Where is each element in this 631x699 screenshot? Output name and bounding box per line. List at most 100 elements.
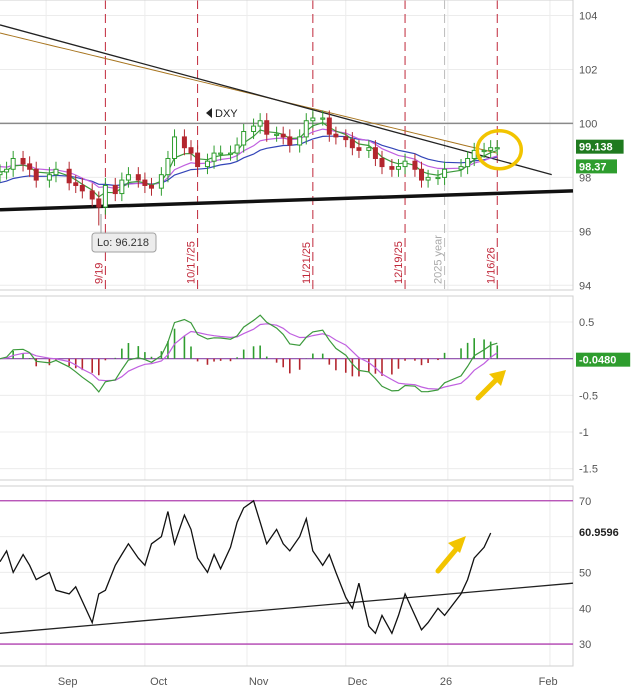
candle-body xyxy=(0,171,3,176)
price-tick-label: 96 xyxy=(579,226,591,238)
candle-body xyxy=(303,120,309,138)
candle-body xyxy=(119,179,125,195)
moving-average-long xyxy=(0,32,498,154)
candle-body xyxy=(372,147,378,159)
candle-body xyxy=(4,168,10,173)
candle-body xyxy=(204,160,210,168)
candle-body xyxy=(172,136,178,159)
candle-body xyxy=(73,182,79,186)
event-label: 11/21/25 xyxy=(301,242,313,284)
symbol-label[interactable]: DXY xyxy=(215,108,238,120)
candle-body xyxy=(465,157,471,168)
macd-tick-label: -1.5 xyxy=(579,464,598,476)
x-tick-label: 26 xyxy=(440,676,452,688)
low-callout-text: Lo: 96.218 xyxy=(97,237,149,249)
candle-body xyxy=(435,176,441,180)
candle-body xyxy=(188,147,194,154)
candle-body xyxy=(458,166,464,170)
candle-body xyxy=(112,184,118,195)
candle-body xyxy=(274,133,280,136)
candle-body xyxy=(412,160,418,170)
candle-body xyxy=(488,147,494,151)
macd-tick-label: -1 xyxy=(579,427,589,439)
candle-body xyxy=(27,163,33,170)
left-arrow-icon[interactable] xyxy=(206,108,212,118)
candle-body xyxy=(79,184,85,192)
candle-body xyxy=(10,157,16,170)
candle-body xyxy=(333,133,339,138)
annotations: DXY Lo: 96.218 xyxy=(91,108,238,253)
highlight-circle xyxy=(475,128,524,171)
candle-body xyxy=(356,147,362,151)
macd-frame xyxy=(0,295,574,481)
candle-body xyxy=(228,152,234,155)
candle-body xyxy=(379,157,385,168)
x-tick-label: Oct xyxy=(150,676,167,688)
candle-body xyxy=(395,166,401,170)
macd-line xyxy=(0,314,498,393)
price-tick-label: 98 xyxy=(579,172,591,184)
candle-body xyxy=(264,120,270,135)
candle-body xyxy=(20,157,26,165)
macd-value-tag: -0.0480 xyxy=(579,355,616,367)
candle-body xyxy=(349,139,355,149)
price-tick-label: 102 xyxy=(579,64,597,76)
candle-body xyxy=(211,152,217,162)
candle-body xyxy=(366,147,372,151)
candle-body xyxy=(481,149,487,153)
axis-labels: 104 102 100 98 96 94 0.5 -0.5 -1 -1.5 70 50 40 30 99.1… xyxy=(58,10,631,688)
event-label: 9/19 xyxy=(93,263,105,284)
price-frame xyxy=(0,0,574,291)
candle-body xyxy=(494,147,500,150)
candle-body xyxy=(241,131,247,146)
candle-body xyxy=(89,190,95,200)
candle-body xyxy=(142,179,148,186)
candle-body xyxy=(425,176,431,181)
candle-body xyxy=(310,117,316,122)
event-label: 10/17/25 xyxy=(186,241,198,284)
low-callout-box xyxy=(91,232,157,253)
candle-body xyxy=(297,136,303,146)
arrow-icon xyxy=(435,544,461,574)
arrow-icon xyxy=(475,375,501,401)
candle-body xyxy=(402,160,408,168)
candle-body xyxy=(389,166,395,170)
rsi-line xyxy=(0,499,492,635)
rsi-tick-label: 50 xyxy=(579,567,591,579)
candle-body xyxy=(419,168,425,181)
ma-price-tag: 98.37 xyxy=(579,161,607,173)
rsi-tick-label: 70 xyxy=(579,496,591,508)
price-tick-label: 100 xyxy=(579,118,597,130)
candle-body xyxy=(125,174,131,181)
price-tick-label: 104 xyxy=(579,10,597,22)
candle-body xyxy=(320,117,326,120)
rsi-trendline xyxy=(0,582,574,634)
macd-panel xyxy=(0,314,573,401)
rsi-frame xyxy=(0,485,574,667)
arrow-head-icon xyxy=(489,370,506,386)
rsi-value-tag: 60.9596 xyxy=(579,527,619,539)
last-price-tag: 99.138 xyxy=(579,142,613,154)
event-label: 1/16/26 xyxy=(485,247,497,284)
last-price-tag-box xyxy=(576,139,624,154)
grid-lines xyxy=(0,0,573,666)
candle-body xyxy=(287,136,293,146)
moving-average-green xyxy=(0,122,498,198)
candle-body xyxy=(343,136,349,141)
ma-price-tag-box xyxy=(576,159,617,174)
candle-body xyxy=(46,174,52,181)
candle-body xyxy=(96,198,102,208)
rsi-panel xyxy=(0,499,574,645)
candle-body xyxy=(165,157,171,176)
candle-body xyxy=(326,117,332,135)
candle-body xyxy=(234,144,240,154)
event-label: 12/19/25 xyxy=(393,241,405,284)
x-tick-label: Sep xyxy=(58,676,78,688)
macd-value-tag-box xyxy=(576,352,631,367)
macd-tick-label: -0.5 xyxy=(579,390,598,402)
rsi-value-tag-box xyxy=(576,525,631,540)
candle-body xyxy=(135,174,141,181)
candle-body xyxy=(251,125,257,133)
